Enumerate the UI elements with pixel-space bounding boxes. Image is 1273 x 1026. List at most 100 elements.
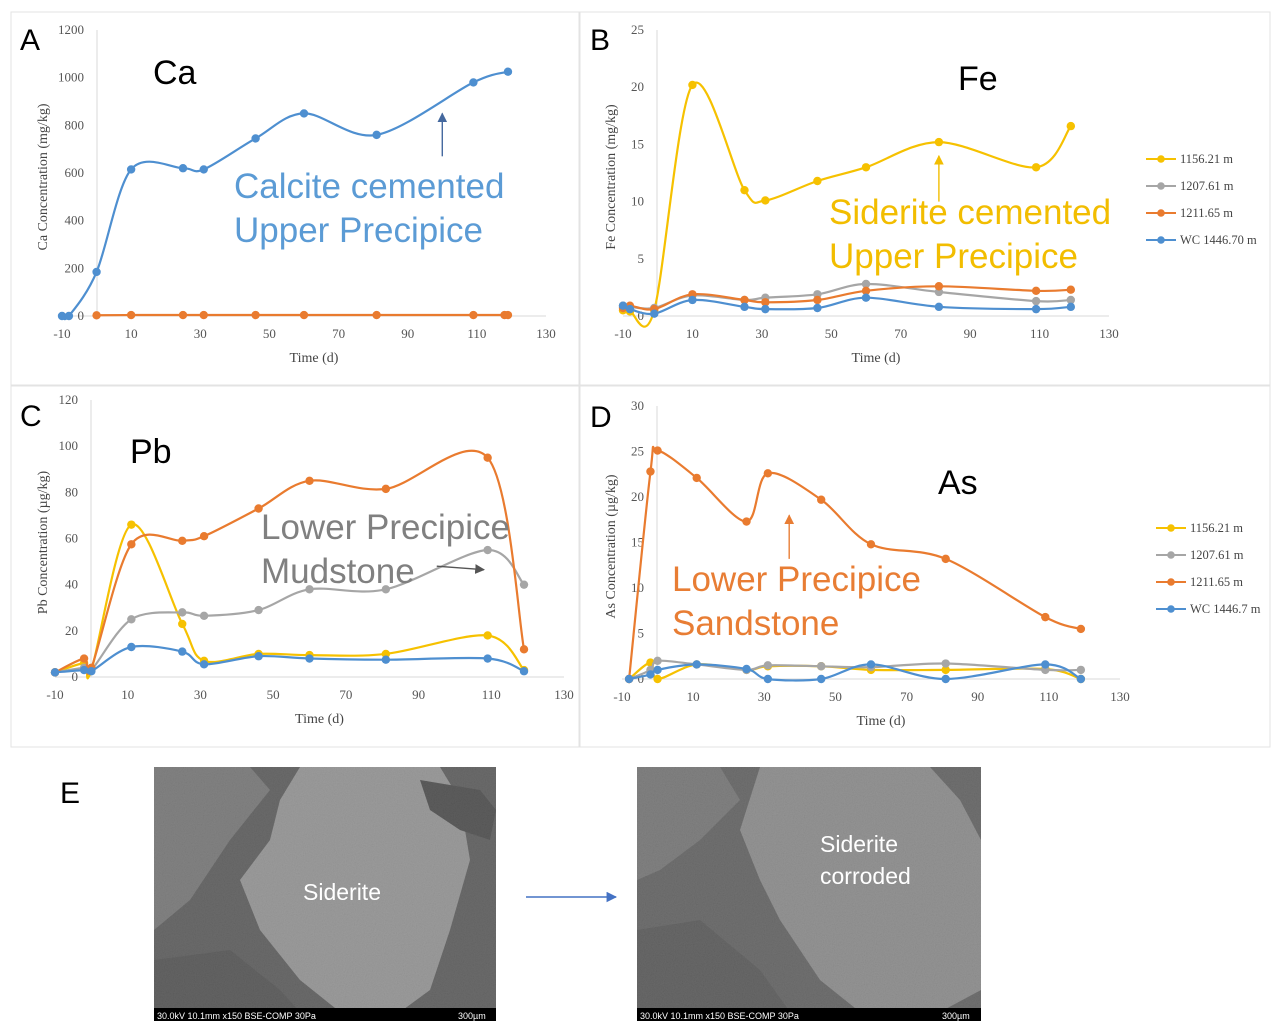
x-tick-label: 110 [1039, 689, 1058, 704]
data-point [650, 310, 658, 318]
element-label: Pb [130, 433, 172, 471]
y-tick-label: 25 [631, 22, 644, 37]
y-tick-label: 400 [65, 213, 85, 228]
y-tick-label: 20 [631, 489, 644, 504]
data-point [740, 303, 748, 311]
scale-bar-left: 300µm [458, 1011, 486, 1021]
panel-letter: C [20, 400, 42, 433]
y-axis-title: Fe Concentration (mg/kg) [604, 104, 619, 250]
panel-letter-e: E [60, 777, 80, 810]
data-point [504, 311, 512, 319]
data-point [483, 546, 491, 554]
data-point [372, 311, 380, 319]
data-point [178, 647, 186, 655]
data-point [761, 305, 769, 313]
panel-letter: B [590, 24, 610, 57]
data-point [200, 532, 208, 540]
data-point [80, 654, 88, 662]
data-point [1041, 613, 1049, 621]
data-point [817, 662, 825, 670]
y-axis-title: Ca Concentration (mg/kg) [36, 103, 51, 250]
data-point [653, 657, 661, 665]
x-tick-label: 70 [339, 687, 352, 702]
data-point [127, 643, 135, 651]
y-tick-label: 20 [65, 623, 78, 638]
y-tick-label: 1200 [58, 22, 84, 37]
legend-swatch-marker [1167, 551, 1175, 559]
data-point [942, 659, 950, 667]
data-point [867, 660, 875, 668]
sem-info-left: 30.0kV 10.1mm x150 BSE-COMP 30Pa [157, 1011, 316, 1021]
x-tick-label: 30 [755, 326, 768, 341]
data-point [127, 520, 135, 528]
element-label: Fe [958, 60, 998, 98]
y-tick-label: 0 [78, 308, 85, 323]
y-tick-label: 600 [65, 165, 85, 180]
x-tick-label: 110 [482, 687, 501, 702]
data-point [382, 655, 390, 663]
x-tick-label: 70 [894, 326, 907, 341]
data-point [740, 186, 748, 194]
data-point [200, 165, 208, 173]
y-axis-title: Pb Concentration (µg/kg) [36, 470, 51, 614]
data-point [817, 496, 825, 504]
y-tick-label: 15 [631, 136, 644, 151]
data-point [653, 675, 661, 683]
x-tick-label: 130 [536, 326, 556, 341]
series-1 [92, 311, 512, 320]
data-point [1032, 305, 1040, 313]
legend-swatch-marker [1167, 578, 1175, 586]
y-tick-label: 10 [631, 194, 644, 209]
data-point [1077, 675, 1085, 683]
x-tick-label: -10 [53, 326, 70, 341]
data-point [942, 555, 950, 563]
annotation-text: Sandstone [672, 604, 839, 643]
data-point [127, 165, 135, 173]
data-point [504, 68, 512, 76]
data-point [520, 580, 528, 588]
data-point [813, 304, 821, 312]
data-point [646, 467, 654, 475]
y-tick-label: 20 [631, 79, 644, 94]
panel-letter: D [590, 401, 612, 434]
data-point [127, 540, 135, 548]
x-tick-label: 10 [125, 326, 138, 341]
data-point [935, 303, 943, 311]
data-point [300, 311, 308, 319]
data-point [862, 293, 870, 301]
x-tick-label: 50 [263, 326, 276, 341]
x-tick-label: 30 [194, 687, 207, 702]
x-axis-title: Time (d) [290, 351, 339, 366]
x-tick-label: -10 [46, 687, 63, 702]
legend-swatch-marker [1167, 524, 1175, 532]
data-point [483, 654, 491, 662]
x-tick-label: 110 [1030, 326, 1049, 341]
legend-swatch-marker [1167, 605, 1175, 613]
annotation-text: Siderite cemented [829, 193, 1111, 232]
x-tick-label: 70 [900, 689, 913, 704]
panel-letter: A [20, 24, 40, 57]
annotation-text: Lower Precipice [261, 508, 510, 547]
y-tick-label: 1000 [58, 70, 84, 85]
series-line [55, 524, 524, 678]
data-point [935, 282, 943, 290]
data-point [92, 311, 100, 319]
legend-label: 1211.65 m [1180, 206, 1233, 220]
data-point [178, 608, 186, 616]
data-point [520, 667, 528, 675]
sem-info-right: 30.0kV 10.1mm x150 BSE-COMP 30Pa [640, 1011, 799, 1021]
y-tick-label: 120 [59, 392, 79, 407]
x-tick-label: 90 [412, 687, 425, 702]
sem-image-after: 30.0kV 10.1mm x150 BSE-COMP 30Pa 300µm S… [637, 767, 981, 1021]
data-point [653, 666, 661, 674]
legend-label: WC 1446.70 m [1180, 233, 1257, 247]
data-point [200, 660, 208, 668]
data-point [693, 660, 701, 668]
series-wc-1446-7-m [625, 660, 1085, 683]
data-point [625, 675, 633, 683]
data-point [127, 311, 135, 319]
data-point [813, 296, 821, 304]
